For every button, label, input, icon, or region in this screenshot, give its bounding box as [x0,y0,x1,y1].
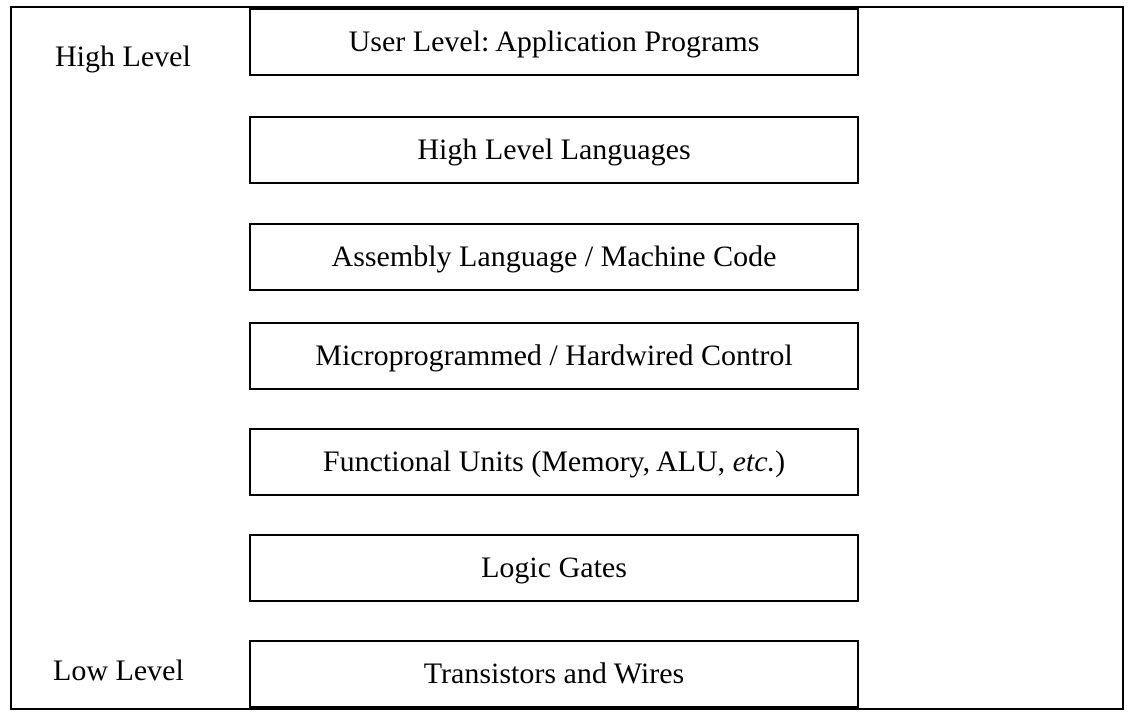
layer-label-part: Functional Units (Memory, ALU, [322,445,733,478]
layer-label: Assembly Language / Machine Code [331,240,777,273]
diagram-frame [10,6,1124,710]
layer-logic-gates: Logic Gates [249,534,859,602]
layer-label: Transistors and Wires [423,657,685,690]
layer-functional-units: Functional Units (Memory, ALU, etc.) [249,428,859,496]
layer-transistors-wires: Transistors and Wires [249,640,859,708]
layer-label-italic: etc. [732,445,776,478]
low-level-label: Low Level [53,654,184,687]
layer-label: Logic Gates [481,551,627,584]
layer-label: Microprogrammed / Hardwired Control [315,339,793,372]
high-level-label: High Level [55,40,191,73]
layer-label: High Level Languages [417,133,691,166]
layer-label-part: ) [775,445,786,478]
layer-assembly-language: Assembly Language / Machine Code [249,223,859,291]
layer-label: Functional Units (Memory, ALU, etc.) [323,445,785,479]
layer-user-level: User Level: Application Programs [249,8,859,76]
layer-label: User Level: Application Programs [348,25,760,58]
layer-high-level-languages: High Level Languages [249,116,859,184]
layer-control: Microprogrammed / Hardwired Control [249,322,859,390]
